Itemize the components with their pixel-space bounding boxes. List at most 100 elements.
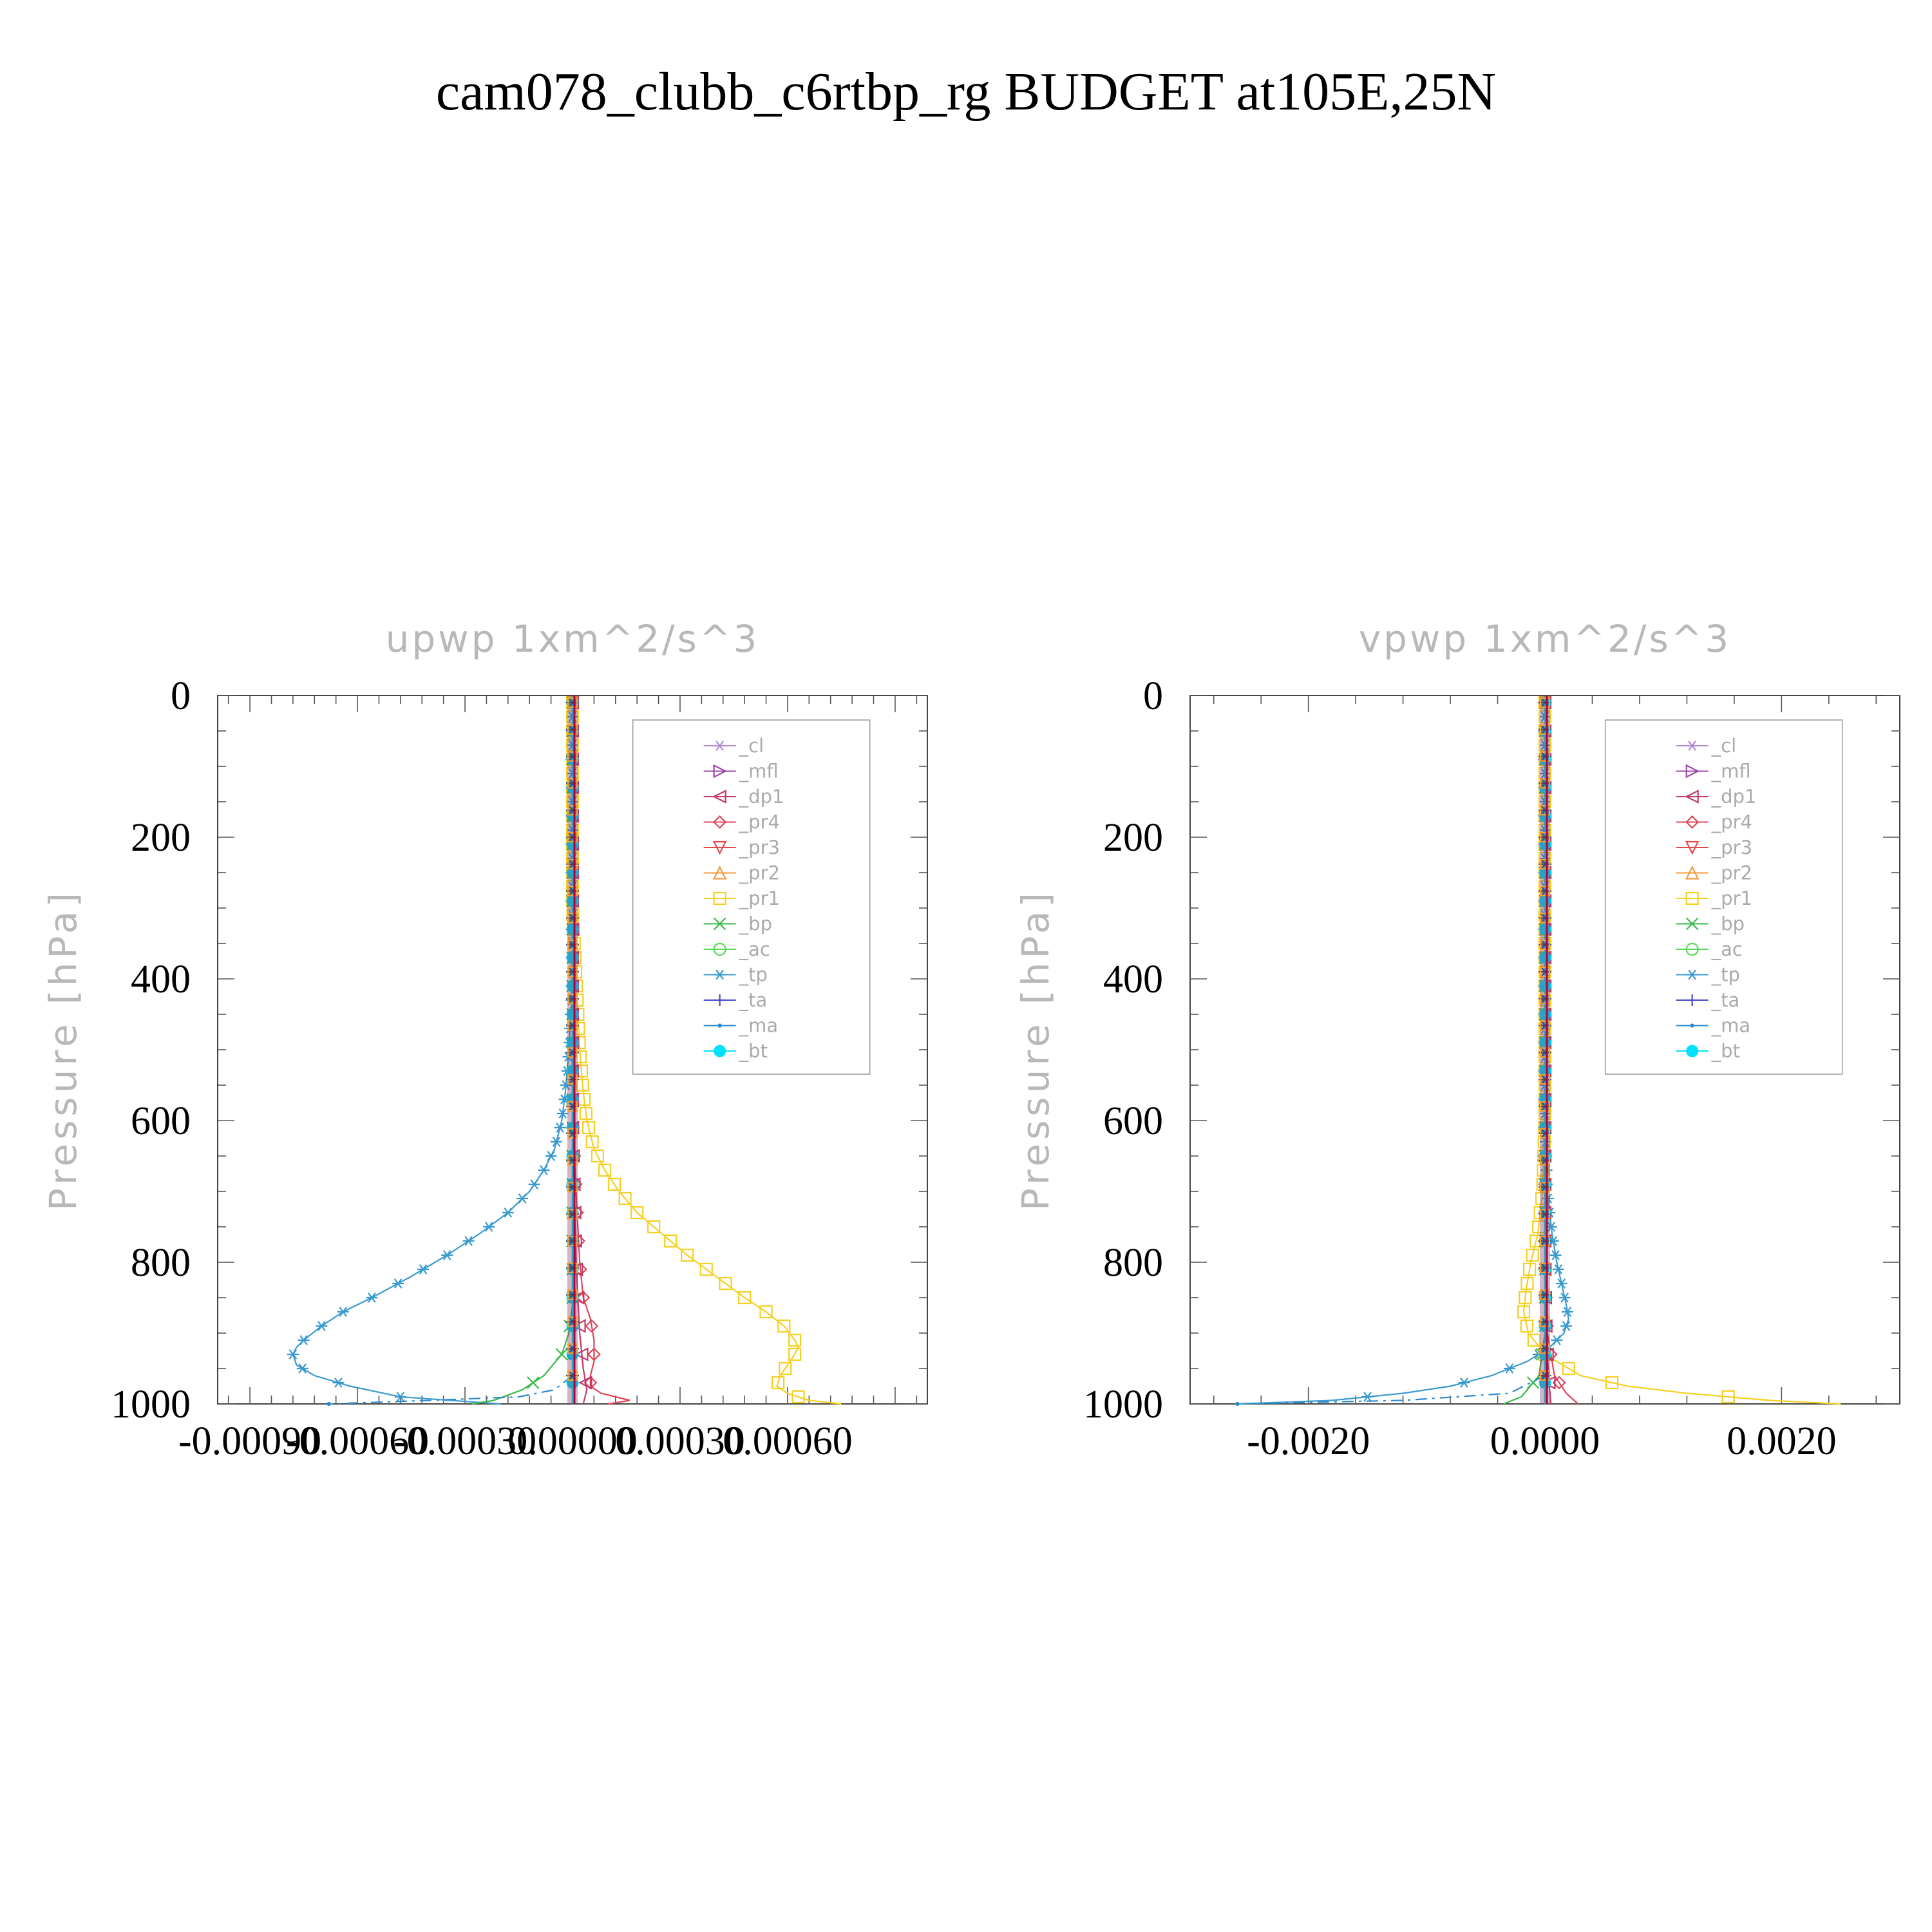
legend-marker <box>1685 790 1699 804</box>
legend-marker <box>1685 942 1699 956</box>
zero-column-markers <box>566 696 579 1404</box>
x-tick-label: -0.00030 <box>393 1419 536 1463</box>
legend-marker <box>1686 969 1698 980</box>
data-point <box>1539 697 1551 708</box>
data-point <box>528 1179 540 1189</box>
data-point <box>316 1321 328 1331</box>
legend-entry: _pr4 <box>703 811 780 833</box>
legend-entry: _dp1 <box>1676 786 1756 808</box>
data-point <box>1539 1155 1551 1166</box>
legend-marker <box>1686 994 1698 1006</box>
data-point <box>550 1137 562 1147</box>
legend-label: _pr3 <box>1711 837 1752 858</box>
legend-label: _tp <box>739 964 768 986</box>
data-point <box>1539 993 1551 1004</box>
data-point <box>1539 1128 1551 1139</box>
data-point <box>1539 778 1551 789</box>
data-point <box>1503 1363 1515 1374</box>
data-point <box>587 1347 601 1361</box>
data-point <box>567 697 578 708</box>
data-point <box>567 724 578 735</box>
data-point <box>1558 1293 1571 1303</box>
legend-marker <box>713 764 728 779</box>
legend-entry: _pr4 <box>1676 811 1752 833</box>
data-point <box>1539 1182 1551 1193</box>
data-point <box>556 1108 569 1119</box>
series-line <box>571 703 630 1405</box>
data-point <box>598 1163 612 1177</box>
series-tp <box>1237 697 1573 1405</box>
data-point <box>1562 1361 1575 1376</box>
legend-marker <box>1685 891 1699 905</box>
data-point <box>1523 1262 1537 1276</box>
y-tick-label: 200 <box>131 816 191 860</box>
legend-marker <box>712 840 727 855</box>
legend-marker <box>1686 1045 1699 1057</box>
legend-entry: _bt <box>703 1040 768 1062</box>
legend-label: _pr2 <box>1711 862 1752 884</box>
ticks: 0 200 400 600 800 1000 -0.0020 0.0000 0.0020 <box>1083 674 1900 1463</box>
x-tick-label: -0.00090 <box>178 1419 321 1463</box>
legend-entry: _pr3 <box>703 837 780 858</box>
legend-label: _cl <box>1711 735 1737 757</box>
y-axis-label: Pressure [hPa] <box>41 889 85 1211</box>
panel-2: vpwp 1xm^2/s^3 Pressure [hPa] 0 200 400 600 80… <box>1014 617 1900 1463</box>
legend-label: _ta <box>1711 989 1740 1011</box>
data-point <box>567 886 578 896</box>
data-point <box>1721 1390 1735 1404</box>
data-point <box>1526 1376 1540 1389</box>
legend-entry: _bp <box>703 913 772 935</box>
data-point <box>1520 1276 1534 1291</box>
legend-marker <box>714 994 726 1006</box>
data-point <box>791 1390 805 1404</box>
legend-marker <box>1685 815 1700 829</box>
data-point <box>1539 1370 1551 1381</box>
data-point <box>1605 1376 1619 1390</box>
legend-marker <box>713 891 726 905</box>
legend-marker <box>1690 1023 1694 1028</box>
legend-entry: _tp <box>1676 964 1740 986</box>
data-point <box>441 1250 453 1260</box>
legend-entry: _pr2 <box>1676 862 1752 884</box>
data-point <box>788 1333 802 1347</box>
data-point <box>567 1155 578 1166</box>
data-point <box>618 1191 632 1206</box>
data-point <box>699 1262 713 1276</box>
y-tick-label: 400 <box>1103 958 1163 1001</box>
legend-label: _bt <box>739 1040 768 1062</box>
data-point <box>579 1106 592 1121</box>
legend-marker <box>713 815 727 829</box>
data-point <box>1519 1291 1532 1305</box>
data-point <box>1539 1235 1551 1247</box>
legend-label: _bp <box>1711 913 1745 935</box>
data-point <box>555 1348 569 1361</box>
data-point <box>1539 751 1551 762</box>
data-point <box>1555 1278 1567 1289</box>
data-point <box>1539 913 1551 923</box>
data-point <box>567 1343 578 1354</box>
data-point <box>567 1047 578 1058</box>
data-point <box>366 1293 378 1303</box>
legend-label: _pr4 <box>739 811 780 833</box>
data-point <box>567 778 578 789</box>
data-point <box>567 993 578 1004</box>
data-point <box>567 1262 578 1273</box>
x-tick-label: -0.0020 <box>1247 1419 1370 1463</box>
legend-marker <box>714 741 726 751</box>
data-point <box>1539 724 1551 735</box>
panel-title: upwp 1xm^2/s^3 <box>386 617 760 661</box>
y-tick-label: 0 <box>1143 674 1163 718</box>
data-point <box>417 1264 430 1274</box>
data-point <box>582 1121 596 1135</box>
data-point <box>567 940 578 951</box>
zero-column-markers <box>1539 696 1551 1404</box>
data-point <box>1539 1289 1551 1300</box>
data-point <box>578 1376 592 1390</box>
data-point <box>585 1135 599 1149</box>
legend-label: _pr2 <box>739 862 780 884</box>
data-point <box>567 1370 578 1381</box>
data-point <box>567 1128 578 1139</box>
legend-entry: _bp <box>1676 913 1745 935</box>
data-point <box>1539 1262 1551 1273</box>
